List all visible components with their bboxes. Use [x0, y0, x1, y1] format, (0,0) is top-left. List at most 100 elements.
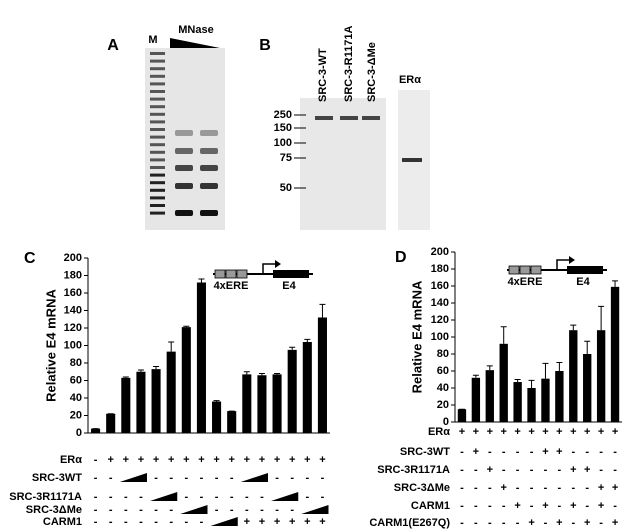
- gel-band: [150, 105, 165, 109]
- condition-cell: -: [516, 464, 520, 476]
- condition-cell: -: [599, 517, 603, 529]
- y-tick-label: 140: [64, 304, 82, 316]
- gel-band: [150, 173, 165, 177]
- y-tick-label: 0: [76, 427, 82, 439]
- condition-cell: +: [198, 454, 204, 466]
- ere-box: [236, 269, 248, 279]
- condition-cell: +: [584, 426, 590, 438]
- condition-cell: +: [598, 482, 604, 494]
- error-bar: [122, 376, 129, 378]
- gel-band: [150, 166, 165, 169]
- condition-cell: -: [109, 491, 113, 503]
- condition-cell: -: [215, 491, 219, 503]
- condition-cell: -: [488, 482, 492, 494]
- condition-cell: -: [124, 516, 128, 528]
- gel-band: [150, 181, 165, 185]
- y-tick-label: 200: [64, 252, 82, 264]
- condition-cell: -: [558, 464, 562, 476]
- condition-cell: -: [502, 517, 506, 529]
- y-axis-label: Relative E4 mRNA: [409, 280, 424, 393]
- lane-label: SRC-3-ΔMe: [366, 42, 378, 102]
- condition-cell: +: [153, 454, 159, 466]
- condition-cell: +: [612, 517, 618, 529]
- condition-cell: -: [184, 516, 188, 528]
- condition-cell: +: [612, 482, 618, 494]
- condition-cell: -: [474, 500, 478, 512]
- condition-cell: +: [319, 516, 325, 528]
- condition-cell: +: [304, 516, 310, 528]
- condition-cell: -: [558, 482, 562, 494]
- error-bar: [258, 373, 265, 376]
- condition-cell: -: [544, 482, 548, 494]
- condition-cell: -: [290, 472, 294, 484]
- condition-cell: -: [275, 504, 279, 516]
- condition-cell: -: [558, 500, 562, 512]
- condition-cell: -: [94, 454, 98, 466]
- condition-cell: -: [230, 491, 234, 503]
- y-tick-label: 180: [431, 263, 449, 275]
- condition-cell: +: [487, 464, 493, 476]
- condition-label: SRC-3R1171A: [9, 491, 82, 503]
- error-bar: [584, 340, 591, 354]
- gel-band: [315, 116, 333, 120]
- dose-wedge: [240, 473, 268, 482]
- condition-cell: -: [585, 500, 589, 512]
- condition-cell: -: [109, 504, 113, 516]
- condition-cell: +: [584, 464, 590, 476]
- condition-cell: -: [571, 446, 575, 458]
- condition-cell: -: [94, 504, 98, 516]
- condition-cell: +: [183, 454, 189, 466]
- condition-cell: -: [530, 446, 534, 458]
- error-bar: [612, 280, 619, 287]
- condition-cell: -: [230, 472, 234, 484]
- condition-cell: -: [474, 482, 478, 494]
- condition-cell: -: [321, 472, 325, 484]
- bar: [583, 354, 592, 422]
- error-bar: [528, 379, 535, 388]
- y-tick-label: 160: [431, 280, 449, 292]
- arrow-head: [275, 260, 281, 268]
- condition-cell: -: [530, 464, 534, 476]
- error-bar: [304, 338, 311, 342]
- gel-band: [150, 52, 165, 55]
- gel-band: [175, 148, 193, 154]
- condition-label: CARM1: [43, 516, 82, 528]
- condition-cell: -: [184, 472, 188, 484]
- gel-band: [200, 148, 218, 154]
- condition-cell: +: [612, 426, 618, 438]
- condition-cell: +: [228, 454, 234, 466]
- y-tick-label: 40: [437, 382, 449, 394]
- condition-cell: +: [570, 426, 576, 438]
- condition-label: SRC-3WT: [400, 446, 450, 458]
- bar: [136, 371, 146, 433]
- condition-cell: -: [230, 504, 234, 516]
- exon: [567, 266, 603, 274]
- condition-cell: -: [139, 516, 143, 528]
- condition-label: SRC-3R1171A: [377, 464, 450, 476]
- bar: [91, 428, 101, 433]
- gel-band: [175, 165, 193, 171]
- condition-cell: -: [305, 491, 309, 503]
- error-bar: [274, 373, 281, 375]
- condition-cell: -: [245, 491, 249, 503]
- bar: [227, 411, 237, 433]
- panel-label: B: [259, 37, 271, 54]
- condition-cell: -: [275, 472, 279, 484]
- y-tick-label: 20: [437, 399, 449, 411]
- condition-cell: +: [304, 454, 310, 466]
- condition-label: SRC-3WT: [32, 472, 82, 484]
- condition-cell: -: [571, 482, 575, 494]
- condition-cell: +: [500, 482, 506, 494]
- condition-cell: -: [200, 516, 204, 528]
- gel-band: [150, 135, 165, 139]
- condition-cell: +: [289, 516, 295, 528]
- condition-cell: +: [556, 446, 562, 458]
- condition-cell: +: [598, 426, 604, 438]
- wedge: [170, 38, 220, 48]
- panel-label: A: [107, 37, 119, 54]
- condition-cell: +: [259, 454, 265, 466]
- bar: [317, 317, 327, 433]
- y-tick-label: 160: [64, 287, 82, 299]
- condition-cell: -: [502, 446, 506, 458]
